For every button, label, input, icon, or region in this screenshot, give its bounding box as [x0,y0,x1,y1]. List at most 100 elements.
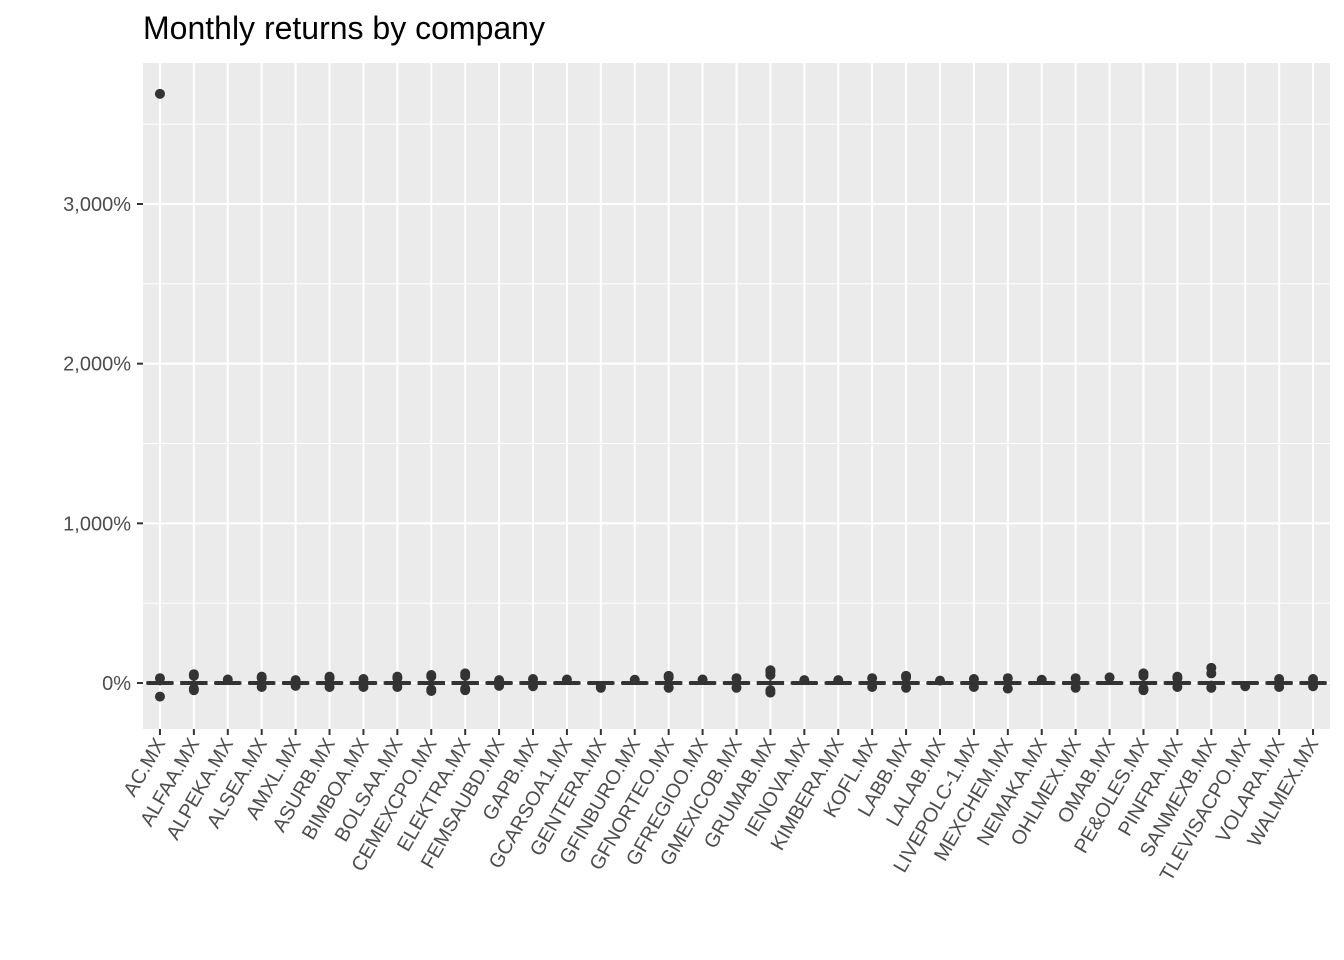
chart-title: Monthly returns by company [143,10,545,46]
outlier-point [731,682,742,693]
outlier-point [663,670,674,681]
y-tick-label: 2,000% [63,354,131,376]
outlier-point [1070,682,1081,693]
outlier-point [561,674,572,685]
y-axis: 0% 1,000% 2,000% 3,000% [63,194,143,695]
x-axis: AC.MXALFAA.MXALPEKA.MXALSEA.MXAMXL.MXASU… [120,729,1323,885]
outlier-point [154,691,165,702]
outlier-point [1172,681,1183,692]
outlier-point [1308,681,1319,692]
outlier-point [154,88,165,99]
outlier-point [968,681,979,692]
outlier-point [867,681,878,692]
outlier-point [731,673,742,684]
box-ALSEA.MX [247,671,276,692]
box-FEMSAUBD.MX [485,675,513,691]
y-tick-label: 0% [102,673,131,695]
outlier-point [934,675,945,686]
boxes [146,88,1327,702]
outlier-point [1274,681,1285,692]
outlier-point [765,665,776,676]
outlier-point [358,681,369,692]
outlier-point [426,685,437,696]
outlier-point [1206,682,1217,693]
box-PE&OLES.MX [1129,668,1158,696]
outlier-point [222,674,233,685]
box-GRUMAB.MX [756,665,785,698]
box-GMEXICOB.MX [722,673,751,693]
outlier-point [901,670,912,681]
outlier-point [833,675,844,686]
box-KIMBERA.MX [824,675,852,686]
box-AC.MX [146,88,174,702]
box-SANMEXB.MX [1197,662,1226,693]
box-ALFAA.MX [180,669,208,696]
outlier-point [629,674,640,685]
outlier-point [188,685,199,696]
box-WALMEX.MX [1299,674,1327,692]
outlier-point [154,673,165,684]
outlier-point [595,682,606,693]
box-MEXCHEM.MX [994,673,1022,694]
outlier-point [1274,674,1285,685]
outlier-point [188,669,199,680]
outlier-point [1036,674,1047,685]
outlier-point [765,687,776,698]
box-CEMEXCPO.MX [417,670,445,696]
box-BIMBOA.MX [349,674,378,692]
box-OHLMEX.MX [1061,673,1090,693]
outlier-point [1070,673,1081,684]
box-GAPB.MX [519,674,547,692]
outlier-point [392,671,403,682]
box-KOFL.MX [858,673,886,692]
box-ELEKTRA.MX [451,668,479,696]
outlier-point [901,682,912,693]
outlier-point [528,674,539,685]
outlier-point [358,674,369,685]
outlier-point [1206,662,1217,673]
outlier-point [663,682,674,693]
box-GFREGIOO.MX [688,674,717,685]
outlier-point [460,668,471,679]
outlier-point [1104,672,1115,683]
box-IENOVA.MX [790,675,819,686]
box-LALAB.MX [926,675,954,686]
outlier-point [324,681,335,692]
y-tick-label: 1,000% [63,513,131,535]
outlier-point [494,680,505,691]
outlier-point [1002,683,1013,694]
outlier-point [256,671,267,682]
box-VOLARA.MX [1265,674,1293,692]
box-OMAB.MX [1095,672,1124,685]
outlier-point [1172,671,1183,682]
box-NEMAKA.MX [1028,674,1056,685]
outlier-point [1240,681,1251,692]
box-GCARSOA1.MX [553,674,581,685]
box-ASURB.MX [315,671,344,692]
box-TLEVISACPO.MX [1231,681,1259,692]
box-AMXL.MX [281,675,310,691]
box-GFNORTEO.MX [654,670,683,693]
outlier-point [1138,685,1149,696]
outlier-point [1138,668,1149,679]
outlier-point [256,681,267,692]
outlier-point [799,675,810,686]
outlier-point [426,670,437,681]
box-ALPEKA.MX [214,674,242,685]
box-LIVEPOLC-1.MX [960,674,988,692]
box-GFINBURO.MX [621,674,649,685]
outlier-point [867,673,878,684]
y-tick-label: 3,000% [63,194,131,216]
outlier-point [324,671,335,682]
outlier-point [460,685,471,696]
box-GENTERA.MX [587,681,615,693]
box-LABB.MX [892,670,920,693]
grid-major [143,63,1330,729]
box-PINFRA.MX [1163,671,1192,692]
outlier-point [697,674,708,685]
outlier-point [1002,673,1013,684]
outlier-point [1308,674,1319,685]
outlier-point [528,681,539,692]
outlier-point [392,681,403,692]
